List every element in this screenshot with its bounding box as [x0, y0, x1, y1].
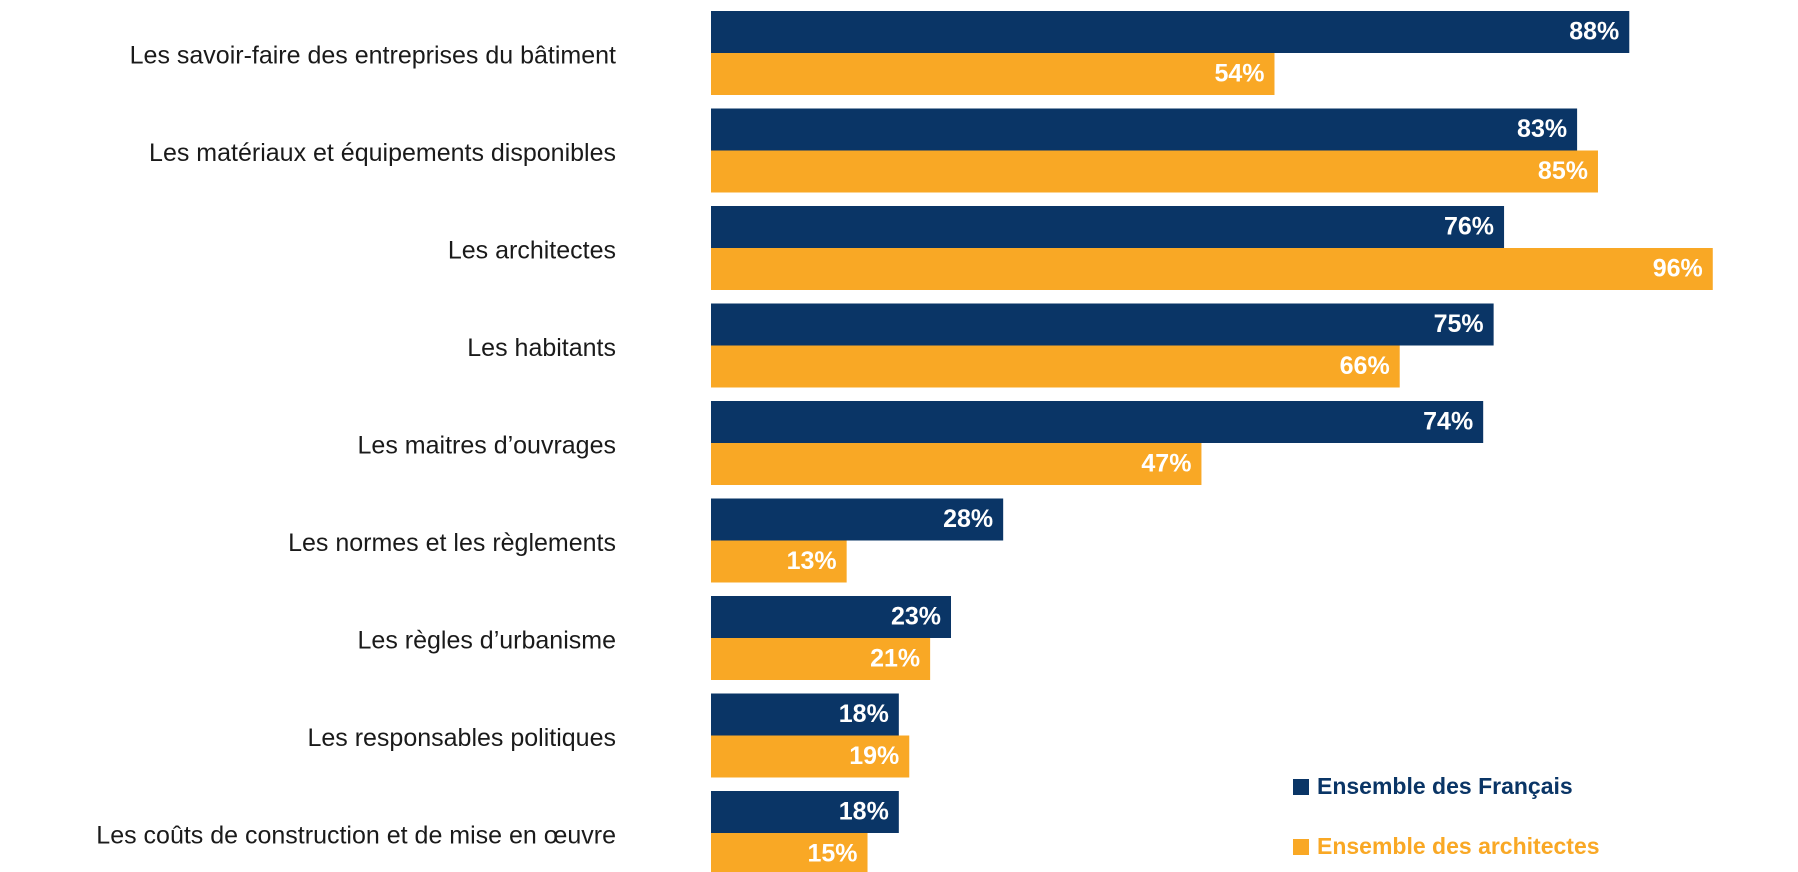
bar-francais [711, 693, 899, 736]
data-label: 47% [1141, 450, 1191, 478]
data-label: 66% [1340, 352, 1390, 380]
bar-francais [711, 303, 1494, 346]
category-label: Les maitres d’ouvrages [358, 432, 616, 460]
data-label: 96% [1653, 255, 1703, 283]
data-label: 19% [849, 742, 899, 770]
data-label: 18% [839, 798, 889, 826]
data-label: 21% [870, 645, 920, 673]
data-label: 54% [1214, 60, 1264, 88]
category-label: Les architectes [448, 237, 616, 265]
data-label: 83% [1517, 115, 1567, 143]
category-label: Les normes et les règlements [288, 529, 616, 557]
bar-francais [711, 401, 1484, 443]
bar-francais [711, 108, 1578, 151]
bar-francais [711, 791, 899, 833]
data-label: 23% [891, 603, 941, 631]
data-label: 28% [943, 505, 993, 533]
data-label: 13% [787, 547, 837, 575]
legend-item-architectes: Ensemble des architectes [1293, 833, 1600, 860]
bar-architectes [711, 345, 1400, 388]
category-label: Les règles d’urbanisme [358, 627, 616, 655]
data-label: 74% [1423, 408, 1473, 436]
legend-label-architectes: Ensemble des architectes [1317, 833, 1600, 859]
data-label: 18% [839, 700, 889, 728]
bar-architectes [711, 735, 910, 778]
bar-architectes [711, 248, 1713, 290]
data-label: 15% [807, 840, 857, 868]
bar-architectes [711, 443, 1202, 485]
data-label: 75% [1434, 310, 1484, 338]
bar-francais [711, 11, 1630, 53]
data-label: 88% [1569, 18, 1619, 46]
legend-swatch-francais [1293, 778, 1309, 795]
category-label: Les savoir-faire des entreprises du bâti… [130, 42, 616, 70]
bar-architectes [711, 540, 847, 583]
legend-label-francais: Ensemble des Français [1317, 773, 1573, 799]
category-label: Les coûts de construction et de mise en … [96, 822, 616, 850]
data-label: 76% [1444, 213, 1494, 241]
category-label: Les habitants [467, 334, 616, 362]
bar-architectes [711, 833, 868, 872]
category-label: Les responsables politiques [307, 724, 616, 752]
bar-architectes [711, 53, 1275, 95]
bar-francais [711, 498, 1004, 541]
bar-francais [711, 596, 952, 638]
bar-francais [711, 206, 1505, 248]
legend-item-francais: Ensemble des Français [1293, 773, 1573, 800]
legend-swatch-architectes [1293, 838, 1309, 855]
data-label: 85% [1538, 157, 1588, 185]
bar-architectes [711, 638, 931, 680]
category-label: Les matériaux et équipements disponibles [149, 139, 616, 167]
bar-architectes [711, 150, 1598, 193]
